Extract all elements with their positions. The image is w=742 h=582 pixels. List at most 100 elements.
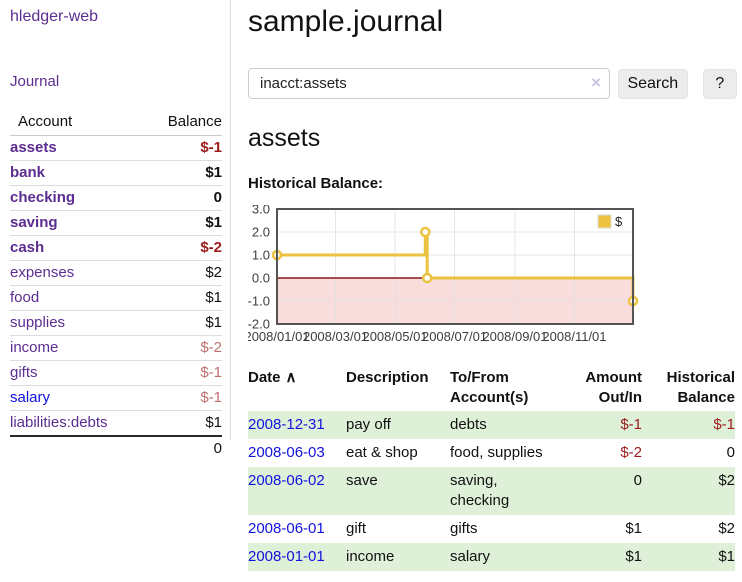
transaction-amount-cell: $1 (625, 520, 642, 537)
register-header-description: Description (346, 369, 429, 386)
account-row: gifts $-1 (10, 360, 222, 386)
transaction-date-link[interactable]: 2008-12-31 (248, 416, 325, 433)
account-link[interactable]: supplies (10, 314, 66, 331)
register-header-balance: Historical Balance (666, 369, 735, 406)
clear-search-icon[interactable]: × (591, 73, 601, 92)
account-row: liabilities:debts $1 (10, 410, 222, 437)
transaction-row[interactable]: 2008-06-03 eat & shop food, supplies $-2 0 (248, 439, 735, 467)
transaction-row[interactable]: 2008-06-02 save saving, checking 0 $2 (248, 467, 735, 515)
svg-text:2008/09/01: 2008/09/01 (482, 329, 547, 344)
account-heading: assets (248, 124, 321, 152)
account-row: cash $-2 (10, 235, 222, 261)
account-link[interactable]: expenses (10, 264, 75, 281)
account-link[interactable]: salary (10, 389, 51, 406)
account-balance: $-1 (139, 135, 222, 161)
transaction-date-link[interactable]: 2008-06-02 (248, 472, 325, 489)
account-balance: $-1 (139, 360, 222, 386)
transaction-description-cell: income (346, 548, 395, 565)
svg-text:2008/01/01: 2008/01/01 (248, 329, 310, 344)
account-row: food $1 (10, 285, 222, 311)
account-row: saving $1 (10, 210, 222, 236)
account-balance: $-2 (139, 335, 222, 361)
transaction-accounts-cell: salary (450, 548, 491, 565)
app-brand-link[interactable]: hledger-web (10, 8, 99, 25)
transaction-amount-cell: $-2 (620, 444, 642, 461)
transaction-date-link[interactable]: 2008-06-01 (248, 520, 325, 537)
transaction-date-link[interactable]: 2008-06-03 (248, 444, 325, 461)
transaction-accounts-cell: debts (450, 416, 487, 433)
register-table: Date ∧ Description To/From Account(s) Amo… (248, 366, 735, 571)
account-balance: $2 (139, 260, 222, 286)
account-row: checking 0 (10, 185, 222, 211)
account-link[interactable]: bank (10, 164, 46, 181)
account-link[interactable]: gifts (10, 364, 38, 381)
register-header-date[interactable]: Date ∧ (248, 369, 297, 386)
search-bar: × Search ? (248, 68, 737, 99)
help-button[interactable]: ? (702, 68, 737, 99)
account-balance: 0 (139, 185, 222, 211)
accounts-total-row: 0 (10, 435, 222, 461)
search-input[interactable] (248, 68, 610, 99)
account-balance: $1 (139, 210, 222, 236)
svg-text:2008/05/01: 2008/05/01 (362, 329, 427, 344)
transaction-date-link[interactable]: 2008-01-01 (248, 548, 325, 565)
account-row: bank $1 (10, 160, 222, 186)
register-header-amount: Amount Out/In (585, 369, 642, 406)
register-header-accounts: To/From Account(s) (450, 369, 529, 406)
transaction-row[interactable]: 2008-01-01 income salary $1 $1 (248, 543, 735, 571)
account-link[interactable]: liabilities:debts (10, 414, 108, 431)
transaction-date-cell: 2008-01-01 (248, 543, 346, 571)
transaction-description-cell: save (346, 472, 378, 489)
transaction-balance-cell: $2 (718, 520, 735, 537)
spacer (10, 435, 140, 461)
transaction-amount-cell: $1 (625, 548, 642, 565)
account-link[interactable]: saving (10, 214, 58, 231)
transaction-balance-cell: $2 (718, 472, 735, 489)
account-link[interactable]: checking (10, 189, 76, 206)
transaction-description-cell: pay off (346, 416, 391, 433)
account-row: supplies $1 (10, 310, 222, 336)
transaction-row[interactable]: 2008-12-31 pay off debts $-1 $-1 (248, 411, 735, 439)
transaction-date-cell: 2008-06-01 (248, 515, 346, 543)
account-link[interactable]: income (10, 339, 59, 356)
svg-text:2008/03/01: 2008/03/01 (303, 329, 368, 344)
transaction-description-cell: eat & shop (346, 444, 418, 461)
transaction-accounts-cell: food, supplies (450, 444, 543, 461)
sidebar-item-journal[interactable]: Journal (10, 73, 60, 90)
svg-text:1.0: 1.0 (252, 248, 270, 263)
search-button[interactable]: Search (618, 68, 688, 99)
transaction-balance-cell: $-1 (713, 416, 735, 433)
transaction-accounts-cell: saving, checking (450, 472, 510, 509)
svg-text:2008/07/01: 2008/07/01 (422, 329, 487, 344)
svg-text:-1.0: -1.0 (248, 294, 270, 309)
chart-label: Historical Balance: (248, 175, 384, 192)
account-balance: $1 (139, 310, 222, 336)
sort-ascending-icon: ∧ (285, 369, 297, 386)
svg-text:0.0: 0.0 (252, 271, 270, 286)
svg-text:$: $ (615, 214, 623, 229)
page-title: sample.journal (248, 5, 444, 38)
accounts-table: Account Balance assets $-1 bank $1 checking 0… (10, 110, 222, 461)
account-row: income $-2 (10, 335, 222, 361)
transaction-date-cell: 2008-06-03 (248, 439, 346, 467)
main-content: sample.journal × Search ? assets Histori… (248, 0, 737, 571)
account-balance: $-2 (139, 235, 222, 261)
transaction-row[interactable]: 2008-06-01 gift gifts $1 $2 (248, 515, 735, 543)
account-link[interactable]: food (10, 289, 40, 306)
account-row: salary $-1 (10, 385, 222, 411)
account-link[interactable]: assets (10, 139, 57, 156)
register-header-row: Date ∧ Description To/From Account(s) Amo… (248, 366, 735, 411)
account-row: expenses $2 (10, 260, 222, 286)
accounts-header-balance: Balance (139, 110, 222, 136)
historical-balance-chart: -2.0 -1.0 0.0 1.0 2.0 3.0 2008/01/01 2008/03/01… (248, 205, 742, 351)
account-balance: $1 (139, 410, 222, 437)
account-link[interactable]: cash (10, 239, 45, 256)
transaction-balance-cell: 0 (726, 444, 735, 461)
account-balance: $-1 (139, 385, 222, 411)
svg-text:-2.0: -2.0 (248, 317, 270, 332)
sidebar: hledger-web Journal Account Balance asse… (0, 0, 231, 461)
accounts-total-balance: 0 (139, 435, 222, 461)
svg-text:2.0: 2.0 (252, 225, 270, 240)
transaction-accounts-cell: gifts (450, 520, 478, 537)
svg-text:3.0: 3.0 (252, 205, 270, 217)
